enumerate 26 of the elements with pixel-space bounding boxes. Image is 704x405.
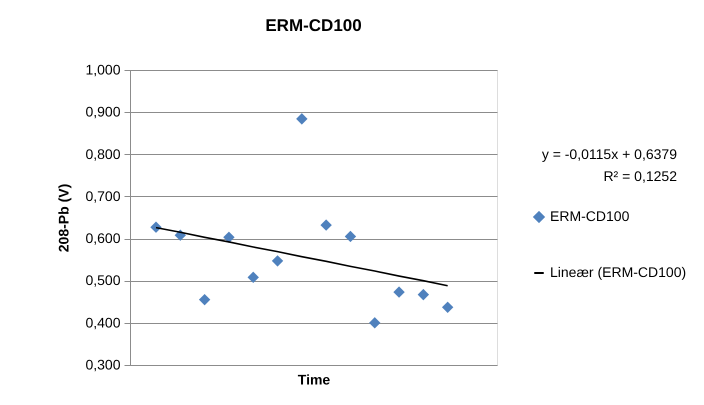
- legend-label: ERM-CD100: [550, 208, 630, 224]
- point: [272, 255, 284, 267]
- legend-label: Lineær (ERM-CD100): [550, 264, 686, 280]
- chart-title: ERM-CD100: [265, 16, 362, 35]
- y-tick-label: 0,300: [85, 356, 121, 372]
- point: [223, 232, 235, 244]
- text: R² = 0,1252: [603, 168, 678, 184]
- x-axis-title: Time: [298, 372, 330, 388]
- y-tick-label: 0,400: [85, 314, 121, 330]
- point: [248, 272, 259, 284]
- point: [442, 302, 454, 313]
- y-tick-label: 0,500: [85, 272, 121, 288]
- y-axis-title: 208-Pb (V): [55, 184, 72, 252]
- y-tick-label: 0,700: [85, 188, 121, 204]
- point: [393, 286, 405, 298]
- y-tick-label: 1,000: [85, 62, 121, 78]
- point: [296, 113, 308, 125]
- point: [320, 219, 332, 231]
- y-tick-label: 0,600: [85, 230, 121, 246]
- text: y = -0,0115x + 0,6379: [542, 146, 678, 162]
- point: [418, 288, 430, 300]
- point: [344, 230, 356, 242]
- point: [198, 294, 210, 306]
- y-tick-label: 0,800: [85, 146, 121, 162]
- point: [369, 317, 380, 329]
- y-tick-label: 0,900: [85, 104, 121, 120]
